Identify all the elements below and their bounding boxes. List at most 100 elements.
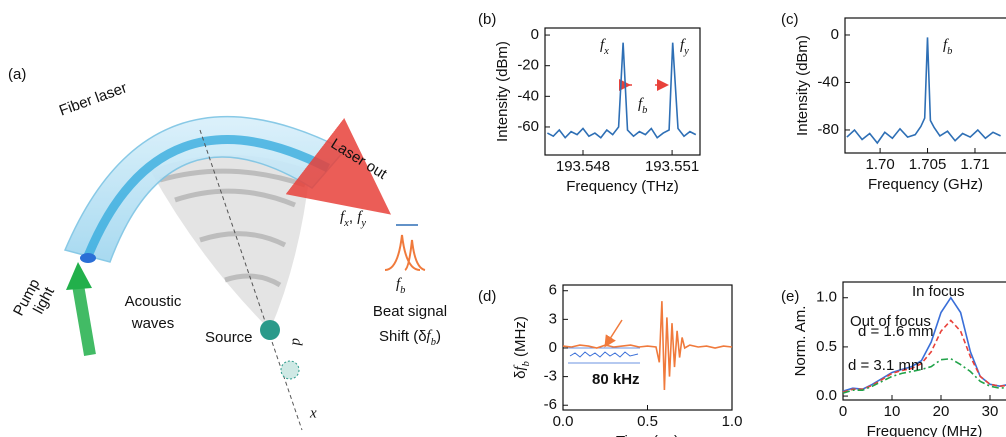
series-label: d = 1.6 mm <box>858 323 933 340</box>
text-part: b <box>642 105 647 116</box>
x-tick-label: 1.0 <box>722 413 743 430</box>
text-part: f <box>638 96 644 112</box>
label: x <box>309 405 317 421</box>
axis-line <box>199 129 303 431</box>
text-part: f <box>512 365 528 371</box>
text-part: f <box>600 37 606 53</box>
fiber-core <box>83 135 331 258</box>
y-tick-label: -60 <box>517 118 539 135</box>
text-part: , <box>349 209 357 226</box>
label: Fiber laser <box>57 79 129 119</box>
label: waves <box>131 315 175 332</box>
line-series <box>846 37 1001 145</box>
inset-noise <box>569 351 639 358</box>
annotation: fy <box>680 37 689 57</box>
plot-frame <box>544 27 701 156</box>
y-tick-label: -20 <box>517 57 539 74</box>
plot-frame <box>844 17 1006 154</box>
y-tick-label: -40 <box>817 73 839 90</box>
laser-out-arrow <box>285 118 392 215</box>
text-part: δ <box>512 371 529 379</box>
y-axis-label: Intensity (dBm) <box>794 35 811 136</box>
line-series <box>842 319 1006 393</box>
label: fb <box>396 276 405 296</box>
x-axis-label: Frequency (MHz) <box>867 423 983 437</box>
y-tick-label: 0 <box>531 26 539 43</box>
fiber-end <box>80 253 96 263</box>
source-dot <box>260 320 280 340</box>
label: Beat signal <box>373 303 447 320</box>
diagram-a <box>63 116 426 431</box>
x-axis-label: Frequency (GHz) <box>868 176 983 193</box>
y-tick-label: 0 <box>549 339 557 356</box>
x-axis-label: Frequency (THz) <box>566 178 679 195</box>
line-series <box>842 357 1006 394</box>
annotation: 80 kHz <box>592 371 640 388</box>
panel-label: (b) <box>478 11 496 28</box>
line-series <box>547 42 697 139</box>
x-tick-label: 193.548 <box>556 158 610 175</box>
y-tick-label: 0 <box>831 26 839 43</box>
y-tick-label: 1.0 <box>816 289 837 306</box>
x-tick-label: 20 <box>933 403 950 420</box>
text-part: b <box>521 361 532 366</box>
x-tick-label: 1.70 <box>866 156 895 173</box>
inset-pointer <box>604 319 623 348</box>
plot-frame <box>562 284 733 411</box>
panel-label: (e) <box>781 288 799 305</box>
text-part: b <box>947 46 952 57</box>
x-tick-label: 0.5 <box>637 413 658 430</box>
x-axis-label: Time (μs) <box>616 433 679 437</box>
x-tick-label: 193.551 <box>645 158 699 175</box>
text-part: f <box>943 37 949 53</box>
x-tick-label: 0 <box>839 403 847 420</box>
x-tick-label: 1.705 <box>909 156 947 173</box>
text-part: Shift (δ <box>379 328 427 345</box>
decorations <box>568 79 669 364</box>
series-label: In focus <box>912 283 965 300</box>
text-part: f <box>357 209 363 225</box>
pump-arrow <box>72 283 96 357</box>
y-tick-label: 0.0 <box>816 387 837 404</box>
x-tick-label: 10 <box>884 403 901 420</box>
label: fx, fy <box>340 209 366 229</box>
panel-label: (c) <box>781 11 799 28</box>
panel-label: (a) <box>8 66 26 83</box>
label: Source <box>205 329 253 346</box>
y-axis-label: Norm. Am. <box>792 306 809 377</box>
text-part: f <box>427 328 433 344</box>
text-part: f <box>396 276 402 292</box>
y-tick-label: -40 <box>517 87 539 104</box>
text-part: b <box>431 337 436 348</box>
line-series <box>562 301 733 391</box>
label: Acoustic <box>125 293 182 310</box>
text-part: y <box>360 218 366 229</box>
pump-arrow-head <box>66 262 92 290</box>
y-tick-label: -6 <box>544 396 557 413</box>
source-shift <box>280 360 300 380</box>
y-tick-label: 6 <box>549 282 557 299</box>
y-axis-label: Intensity (dBm) <box>494 41 511 142</box>
wavefronts <box>159 168 306 288</box>
annotation: fb <box>943 37 952 57</box>
panel-label: (d) <box>478 288 496 305</box>
annotation: fx <box>600 37 609 57</box>
y-tick-label: -3 <box>544 368 557 385</box>
x-tick-label: 0.0 <box>553 413 574 430</box>
label: d <box>289 338 305 346</box>
label: Shift (δfb) <box>379 328 441 348</box>
y-axis-label: δfb (MHz) <box>512 316 532 379</box>
text-part: f <box>680 37 686 53</box>
text-part: b <box>400 285 405 296</box>
text-part: x <box>343 218 349 229</box>
line-series <box>842 296 1006 392</box>
text-part: x <box>603 46 609 57</box>
annotation: fb <box>638 96 647 116</box>
text-part: ) <box>436 328 441 345</box>
text-part: (MHz) <box>512 316 529 361</box>
annotation: Out of focus <box>850 313 931 330</box>
x-tick-label: 1.71 <box>960 156 989 173</box>
beat-peaks <box>384 234 426 271</box>
y-tick-label: 0.5 <box>816 338 837 355</box>
